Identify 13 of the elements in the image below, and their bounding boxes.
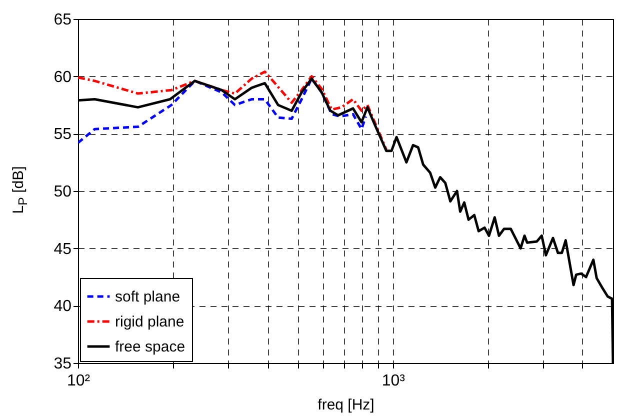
y-tick-label: 35 — [54, 356, 72, 372]
x-tick-label: 10³ — [382, 372, 406, 390]
y-tick-label: 65 — [54, 12, 72, 28]
x-tick-label: 10² — [66, 372, 91, 390]
y-tick-label: 40 — [54, 298, 72, 316]
legend-label: free space — [115, 338, 186, 356]
y-tick-label: 55 — [54, 126, 72, 144]
legend-label: soft plane — [115, 288, 180, 306]
x-axis-title: freq [Hz] — [318, 396, 374, 414]
y-tick-label: 50 — [54, 184, 72, 200]
y-tick-label: 60 — [54, 68, 72, 86]
legend-label: rigid plane — [115, 314, 184, 330]
y-tick-label: 45 — [54, 240, 72, 258]
